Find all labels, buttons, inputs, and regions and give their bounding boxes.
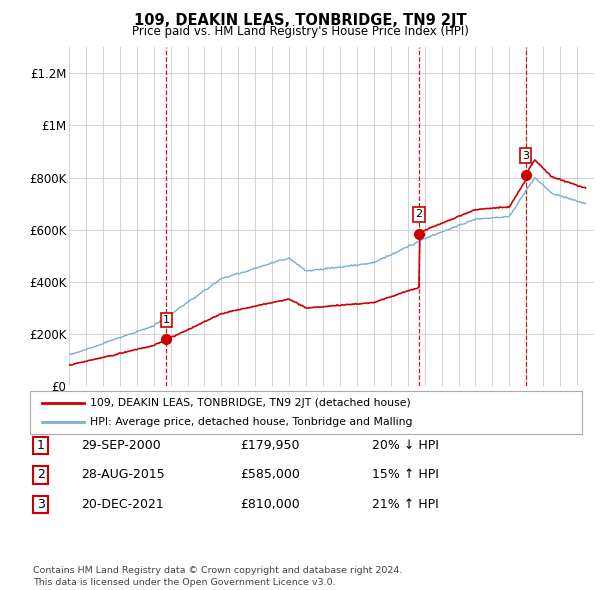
Text: 21% ↑ HPI: 21% ↑ HPI: [372, 498, 439, 511]
Text: 20% ↓ HPI: 20% ↓ HPI: [372, 439, 439, 452]
Text: 29-SEP-2000: 29-SEP-2000: [81, 439, 161, 452]
Text: 109, DEAKIN LEAS, TONBRIDGE, TN9 2JT: 109, DEAKIN LEAS, TONBRIDGE, TN9 2JT: [134, 13, 466, 28]
Text: 2: 2: [415, 209, 422, 219]
Text: 15% ↑ HPI: 15% ↑ HPI: [372, 468, 439, 481]
Text: 3: 3: [37, 498, 44, 511]
Text: 109, DEAKIN LEAS, TONBRIDGE, TN9 2JT (detached house): 109, DEAKIN LEAS, TONBRIDGE, TN9 2JT (de…: [90, 398, 411, 408]
Text: Price paid vs. HM Land Registry's House Price Index (HPI): Price paid vs. HM Land Registry's House …: [131, 25, 469, 38]
Text: 3: 3: [522, 150, 529, 160]
Text: 1: 1: [37, 439, 44, 452]
Text: Contains HM Land Registry data © Crown copyright and database right 2024.
This d: Contains HM Land Registry data © Crown c…: [33, 566, 403, 587]
Text: £810,000: £810,000: [240, 498, 300, 511]
Text: £179,950: £179,950: [240, 439, 299, 452]
Text: HPI: Average price, detached house, Tonbridge and Malling: HPI: Average price, detached house, Tonb…: [90, 417, 413, 427]
Text: 1: 1: [163, 315, 170, 325]
Text: 2: 2: [37, 468, 44, 481]
Text: 20-DEC-2021: 20-DEC-2021: [81, 498, 164, 511]
Text: 28-AUG-2015: 28-AUG-2015: [81, 468, 165, 481]
Text: £585,000: £585,000: [240, 468, 300, 481]
